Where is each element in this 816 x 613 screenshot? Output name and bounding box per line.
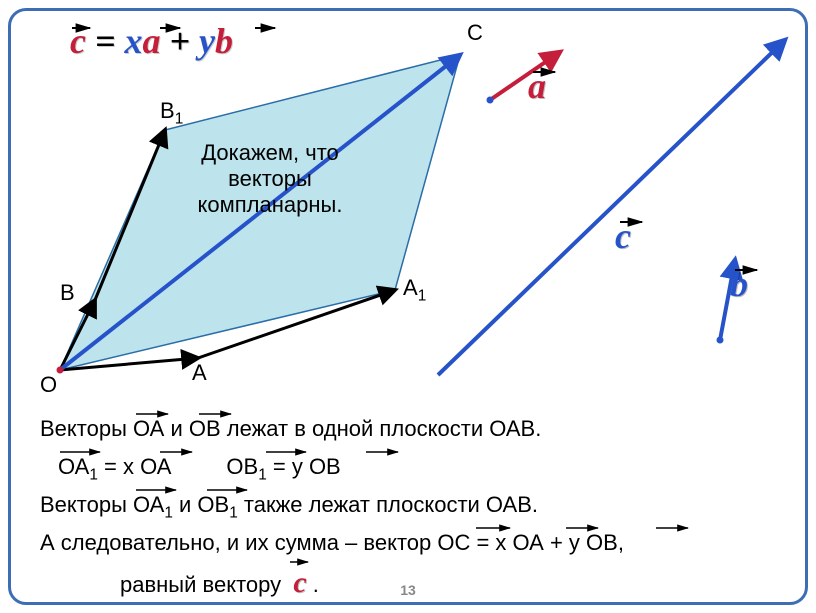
equation: c = xa + yb [70,20,233,62]
label-O: О [40,372,57,398]
label-B1: В1 [160,98,183,128]
vec-c-long [438,40,785,375]
vec-a [490,52,560,100]
page-number: 13 [400,582,416,598]
proof-text: Докажем, что векторы компланарны. [170,140,370,218]
label-A: А [192,360,207,386]
vec-label-a: a [528,65,546,107]
text-line-2: ОА1 = x ОА ОВ1 = y ОВ [58,450,776,487]
text-line-4: А следовательно, и их сумма – вектор ОС … [40,526,776,560]
text-line-1: Векторы ОА и ОВ лежат в одной плоскости … [40,412,776,446]
text-line-3: Векторы ОА1 и ОВ1 также лежат плоскости … [40,488,776,525]
text-line-5: равный вектору c . [120,560,776,607]
vec-label-b: b [730,263,748,305]
label-A1: А1 [403,275,426,305]
label-C: С [467,20,483,46]
vec-label-c: c [615,215,631,257]
label-B: В [60,280,75,306]
